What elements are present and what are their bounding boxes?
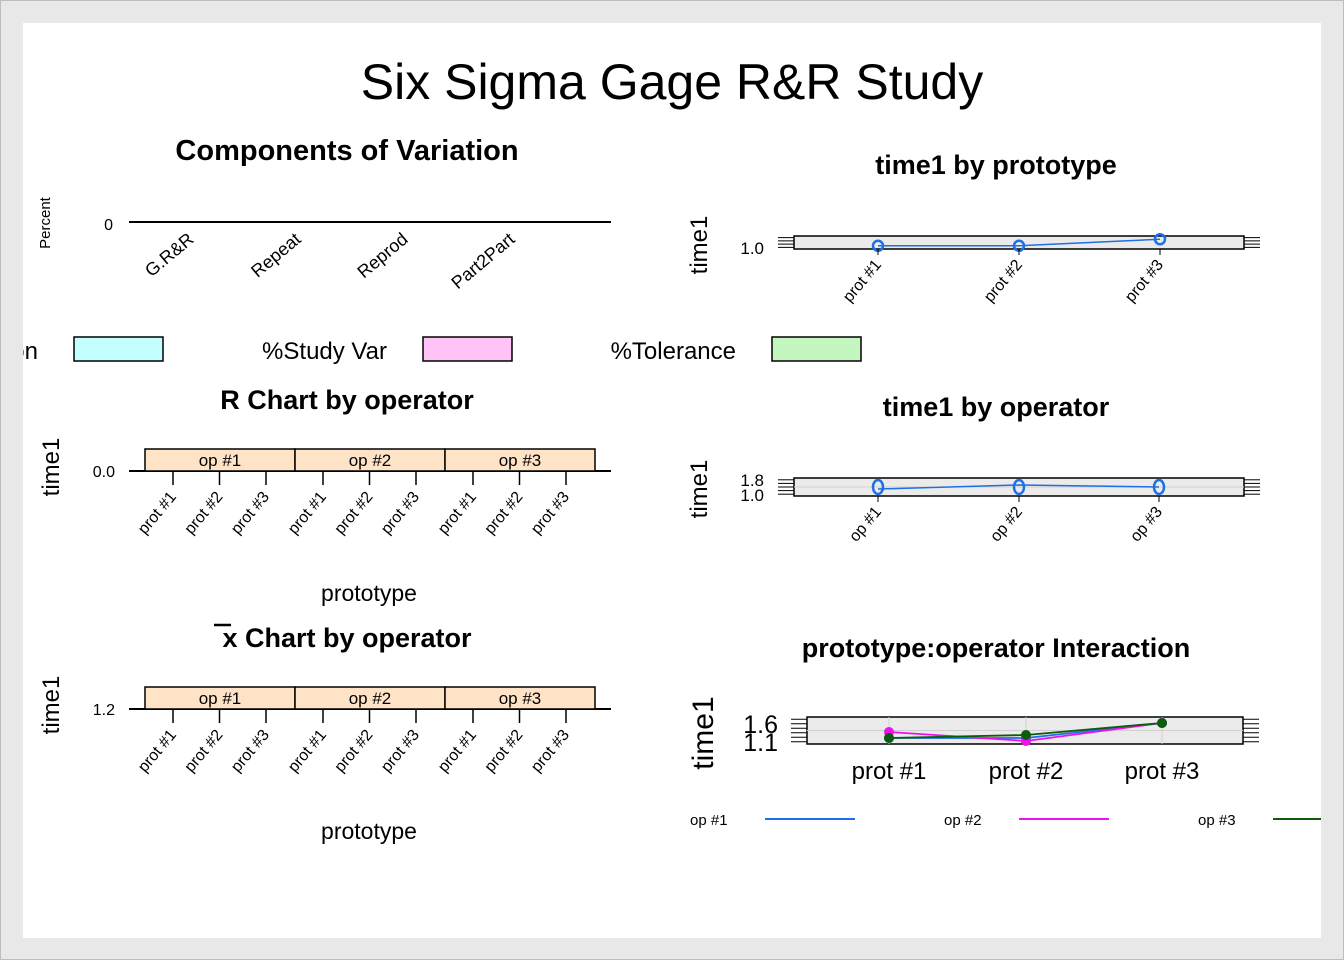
chart-title: prototype:operator Interaction	[802, 633, 1191, 663]
box-1	[1012, 478, 1026, 496]
x-tick-label-2: prot #3	[1122, 257, 1167, 306]
strip-label-0: op #1	[199, 451, 242, 470]
x-tick-label-2-0: prot #1	[435, 727, 480, 776]
x-tick-label-0-2: prot #3	[228, 489, 273, 538]
strip-label-2: op #3	[499, 451, 542, 470]
y-tick-label-0: 1.6	[743, 711, 778, 739]
y-tick-label: 0.0	[93, 464, 115, 481]
x-tick-label-1-0: prot #1	[285, 489, 330, 538]
x-tick-label-0: prot #1	[852, 758, 927, 785]
chart-title: time1 by prototype	[875, 150, 1117, 180]
x-axis-label: prototype	[321, 580, 417, 606]
legend-swatch-2	[771, 336, 862, 362]
bottom-legend: op #1 op #2 op #3	[690, 812, 1321, 829]
y-axis-label: time1	[38, 438, 65, 497]
series-line	[877, 484, 1160, 490]
x-tick-label-2: Reprod	[353, 229, 411, 282]
x-tick-label-1-1: prot #2	[332, 489, 377, 538]
by-operator-chart: time1 by operator time1 1.81.0 op #1 op #2 op…	[686, 392, 1260, 545]
point-2	[1153, 232, 1167, 246]
x-tick-label-0-0: prot #1	[135, 727, 180, 776]
x-tick-label-1: prot #2	[989, 758, 1064, 785]
y-axis-label: time1	[38, 676, 65, 735]
legend-label-0: %Contribution	[23, 338, 38, 365]
x-tick-label-0: op #1	[846, 504, 885, 546]
chart-title: Components of Variation	[175, 135, 518, 167]
x-tick-label-1: op #2	[987, 504, 1026, 546]
strip-label-1: op #2	[349, 451, 392, 470]
chart-title: time1 by operator	[883, 392, 1110, 422]
x-tick-label-1: prot #2	[981, 257, 1026, 306]
y-tick-label: 1.2	[93, 702, 115, 719]
x-tick-label-0: G.R&R	[141, 229, 198, 281]
point-2-2	[1157, 718, 1167, 728]
legend-label-2: %Tolerance	[611, 338, 736, 365]
legend-label-0: op #1	[690, 812, 728, 829]
box-2	[1152, 478, 1166, 496]
y-tick-label-0: 1.8	[740, 471, 764, 490]
strip-label-1: op #2	[349, 689, 392, 708]
x-tick-label-2-1: prot #2	[482, 489, 527, 538]
interaction-chart: prototype:operator Interaction time1 1.61.…	[687, 633, 1259, 785]
x-tick-label-1-0: prot #1	[285, 727, 330, 776]
chart-title: x Chart by operator	[222, 623, 472, 653]
x-axis-label: prototype	[321, 818, 417, 844]
series-line	[878, 238, 1161, 247]
x-tick-label-2-2: prot #3	[528, 489, 573, 538]
x-tick-label-2-2: prot #3	[528, 727, 573, 776]
y-tick-label: 0	[104, 217, 113, 234]
y-tick-label-1: 1.0	[740, 486, 764, 505]
components-of-variation-chart: Components of Variation Percent 0 G.R&R Repe…	[37, 135, 611, 293]
x-tick-label-2-0: prot #1	[435, 489, 480, 538]
x-tick-label-2-1: prot #2	[482, 727, 527, 776]
top-legend: %Contribution %Study Var %Tolerance	[23, 336, 862, 365]
x-tick-label-1: Repeat	[247, 229, 304, 282]
panel-bg	[793, 235, 1245, 250]
y-axis-label: Percent	[37, 196, 54, 249]
legend-label-1: %Study Var	[262, 338, 387, 365]
legend-swatch-0	[73, 336, 164, 362]
legend-label-2: op #3	[1198, 812, 1236, 829]
by-prototype-chart: time1 by prototype time1 1.0 prot #1 prot #2…	[686, 150, 1260, 306]
x-tick-label-3: Part2Part	[447, 229, 518, 293]
x-tick-label-1-2: prot #3	[378, 489, 423, 538]
y-tick-label-1: 1.1	[743, 729, 778, 757]
chart-title: R Chart by operator	[220, 385, 474, 415]
legend-swatch-1	[422, 336, 513, 362]
point-2-0	[884, 733, 894, 743]
gage-rr-figure: Six Sigma Gage R&R Study Components of V…	[23, 54, 1321, 844]
x-tick-label-0-0: prot #1	[135, 489, 180, 538]
x-tick-label-0: prot #1	[840, 257, 885, 306]
x-tick-label-2: op #3	[1127, 504, 1166, 546]
point-2-1	[1021, 730, 1031, 740]
chart-page: Six Sigma Gage R&R Study Components of V…	[23, 23, 1321, 938]
x-tick-label-0-2: prot #3	[228, 727, 273, 776]
x-tick-label-0-1: prot #2	[182, 727, 227, 776]
y-tick-label: 1.0	[740, 239, 764, 258]
x-tick-label-2: prot #3	[1125, 758, 1200, 785]
y-axis-label: time1	[686, 460, 713, 519]
strip-label-0: op #1	[199, 689, 242, 708]
box-0	[871, 478, 885, 496]
legend-label-1: op #2	[944, 812, 982, 829]
y-axis-label: time1	[686, 216, 713, 275]
x-tick-label-1-1: prot #2	[332, 727, 377, 776]
main-title: Six Sigma Gage R&R Study	[361, 54, 984, 110]
strip-label-2: op #3	[499, 689, 542, 708]
x-tick-label-1-2: prot #3	[378, 727, 423, 776]
x-tick-label-0-1: prot #2	[182, 489, 227, 538]
y-axis-label: time1	[687, 696, 720, 769]
